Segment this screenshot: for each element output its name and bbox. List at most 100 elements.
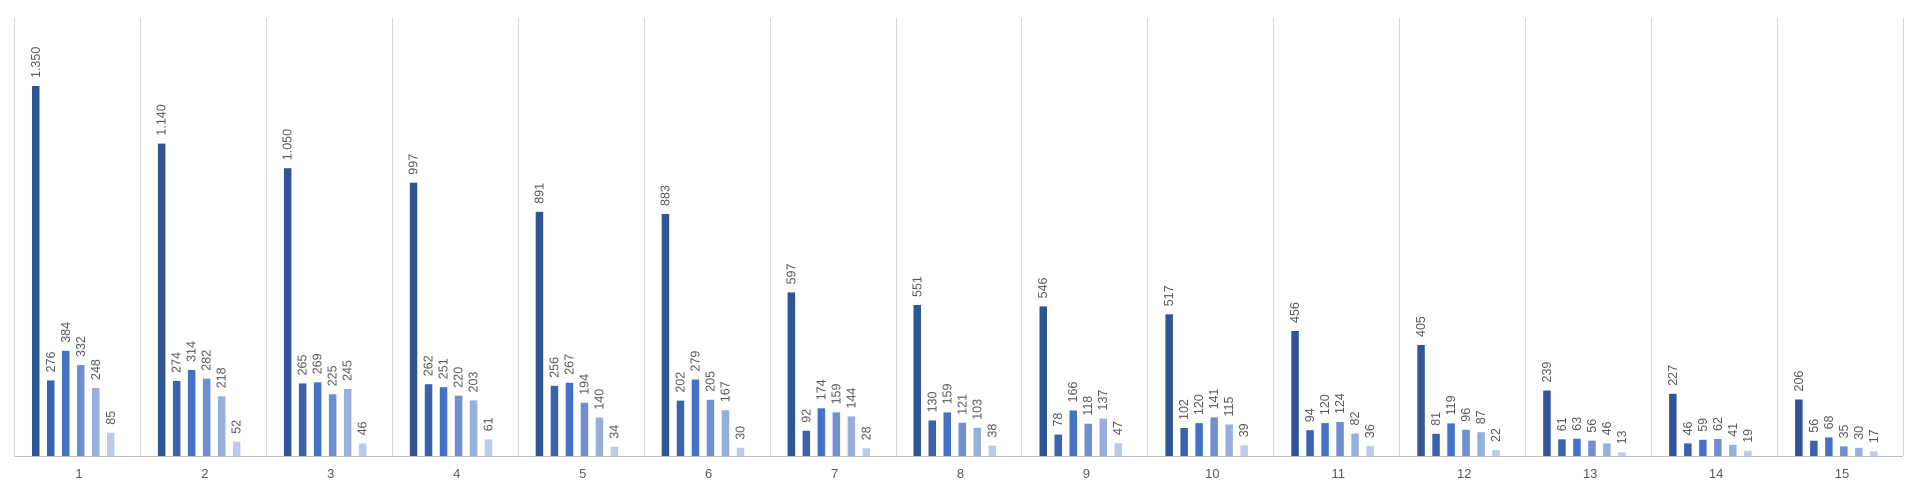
data-label-cat-9-series-2: 78: [1051, 413, 1065, 427]
bar-cat-12-series-3: [1447, 423, 1455, 456]
bar-cat-5-series-6: [610, 446, 619, 456]
data-label-cat-7-series-4: 159: [829, 383, 843, 404]
data-label-cat-2-series-2: 274: [170, 352, 184, 373]
data-label-cat-6-series-6: 30: [733, 426, 747, 440]
data-label-cat-9-series-3: 166: [1066, 382, 1080, 403]
bar-cat-6-series-5: [721, 410, 730, 456]
bar-cat-9-series-2: [1054, 434, 1062, 456]
data-label-cat-7-series-3: 174: [814, 379, 828, 400]
data-label-cat-6-series-3: 279: [688, 351, 702, 372]
data-label-cat-10-series-2: 102: [1177, 399, 1191, 420]
bar-cat-10-series-5: [1225, 424, 1233, 456]
bar-cat-5-series-4: [580, 402, 589, 456]
data-label-cat-1-series-6: 85: [104, 411, 118, 425]
bar-cat-14-series-3: [1699, 439, 1707, 456]
bar-cat-13-series-5: [1603, 443, 1611, 456]
bar-cat-3-series-2: [298, 383, 307, 456]
data-label-cat-6-series-1: 883: [658, 185, 672, 206]
data-label-cat-13-series-2: 61: [1555, 417, 1569, 431]
data-label-cat-4-series-2: 262: [422, 355, 436, 376]
bar-cat-8-series-6: [988, 445, 996, 456]
bar-cat-12-series-1: [1417, 345, 1425, 456]
data-label-cat-15-series-6: 17: [1867, 429, 1881, 443]
data-label-cat-2-series-6: 52: [230, 420, 244, 434]
bar-cat-1-series-6: [107, 432, 115, 456]
data-label-cat-7-series-6: 28: [859, 426, 873, 440]
data-label-cat-3-series-3: 269: [311, 353, 325, 374]
bar-cat-12-series-5: [1477, 432, 1485, 456]
data-label-cat-14-series-5: 41: [1726, 423, 1740, 437]
data-label-cat-14-series-2: 46: [1681, 421, 1695, 435]
data-label-cat-13-series-6: 13: [1615, 430, 1629, 444]
bar-cat-15-series-1: [1795, 399, 1803, 456]
data-label-cat-3-series-4: 225: [326, 365, 340, 386]
x-tick-label-10: 10: [1205, 466, 1219, 481]
bar-cat-4-series-4: [454, 395, 463, 456]
data-label-cat-15-series-5: 30: [1852, 426, 1866, 440]
x-tick-label-12: 12: [1457, 466, 1471, 481]
bar-cat-3-series-4: [328, 394, 337, 456]
data-label-cat-2-series-5: 218: [215, 367, 229, 388]
data-label-cat-5-series-6: 34: [608, 425, 622, 439]
data-label-cat-8-series-3: 159: [940, 383, 954, 404]
data-label-cat-1-series-2: 276: [44, 351, 58, 372]
bar-cat-13-series-2: [1558, 439, 1566, 456]
bar-cat-14-series-1: [1669, 393, 1677, 456]
bar-cat-14-series-4: [1714, 439, 1722, 456]
data-label-cat-10-series-1: 517: [1162, 285, 1176, 306]
bar-cat-13-series-6: [1618, 452, 1626, 456]
bar-cat-14-series-5: [1729, 444, 1737, 456]
data-label-cat-10-series-3: 120: [1192, 394, 1206, 415]
data-label-cat-9-series-5: 137: [1096, 390, 1110, 411]
data-label-cat-2-series-4: 282: [200, 350, 214, 371]
data-label-cat-13-series-1: 239: [1540, 362, 1554, 383]
bar-cat-6-series-4: [706, 399, 715, 456]
bar-cat-6-series-6: [736, 447, 745, 456]
bar-cat-15-series-5: [1855, 447, 1863, 456]
bar-cat-5-series-3: [565, 382, 574, 456]
bar-cat-7-series-2: [802, 430, 811, 456]
x-tick-label-14: 14: [1709, 466, 1723, 481]
data-label-cat-11-series-5: 82: [1348, 412, 1362, 426]
bar-cat-11-series-4: [1336, 422, 1344, 456]
x-tick-label-7: 7: [831, 466, 838, 481]
bar-cat-15-series-6: [1870, 451, 1878, 456]
bars-group: [32, 86, 1878, 456]
x-tick-label-5: 5: [579, 466, 586, 481]
data-label-cat-7-series-1: 597: [784, 263, 798, 284]
data-label-cat-15-series-2: 56: [1807, 419, 1821, 433]
bar-cat-6-series-3: [691, 379, 700, 456]
data-label-cat-12-series-6: 22: [1489, 428, 1503, 442]
x-tick-label-6: 6: [705, 466, 712, 481]
data-label-cat-11-series-6: 36: [1363, 424, 1377, 438]
data-label-cat-11-series-4: 124: [1333, 393, 1347, 414]
data-label-cat-3-series-1: 1.050: [281, 129, 295, 160]
data-label-cat-2-series-3: 314: [185, 341, 199, 362]
bar-cat-10-series-6: [1240, 445, 1248, 456]
bar-cat-1-series-3: [62, 350, 70, 456]
data-label-cat-14-series-6: 19: [1741, 429, 1755, 443]
bar-cat-9-series-4: [1084, 423, 1092, 456]
data-label-cat-4-series-3: 251: [437, 358, 451, 379]
data-label-cat-5-series-2: 256: [548, 357, 562, 378]
data-label-cat-8-series-5: 103: [970, 399, 984, 420]
data-label-cat-12-series-4: 96: [1459, 408, 1473, 422]
data-label-cat-6-series-5: 167: [718, 381, 732, 402]
bar-cat-1-series-5: [92, 388, 100, 456]
x-tick-label-8: 8: [957, 466, 964, 481]
bar-cat-7-series-3: [817, 408, 826, 456]
bar-cat-9-series-3: [1069, 410, 1077, 456]
bar-cat-12-series-2: [1432, 433, 1440, 456]
bar-cat-10-series-1: [1165, 314, 1173, 456]
bar-cat-8-series-1: [913, 305, 921, 456]
data-label-cat-10-series-6: 39: [1237, 423, 1251, 437]
data-label-cat-5-series-4: 194: [578, 374, 592, 395]
data-label-cat-1-series-3: 384: [59, 322, 73, 343]
data-label-cat-14-series-3: 59: [1696, 418, 1710, 432]
category-separators: [14, 18, 1904, 456]
data-label-cat-8-series-1: 551: [910, 276, 924, 297]
bar-cat-3-series-3: [313, 382, 322, 456]
bar-cat-1-series-1: [32, 86, 40, 456]
data-label-cat-8-series-4: 121: [955, 394, 969, 415]
bar-cat-1-series-2: [47, 380, 55, 456]
